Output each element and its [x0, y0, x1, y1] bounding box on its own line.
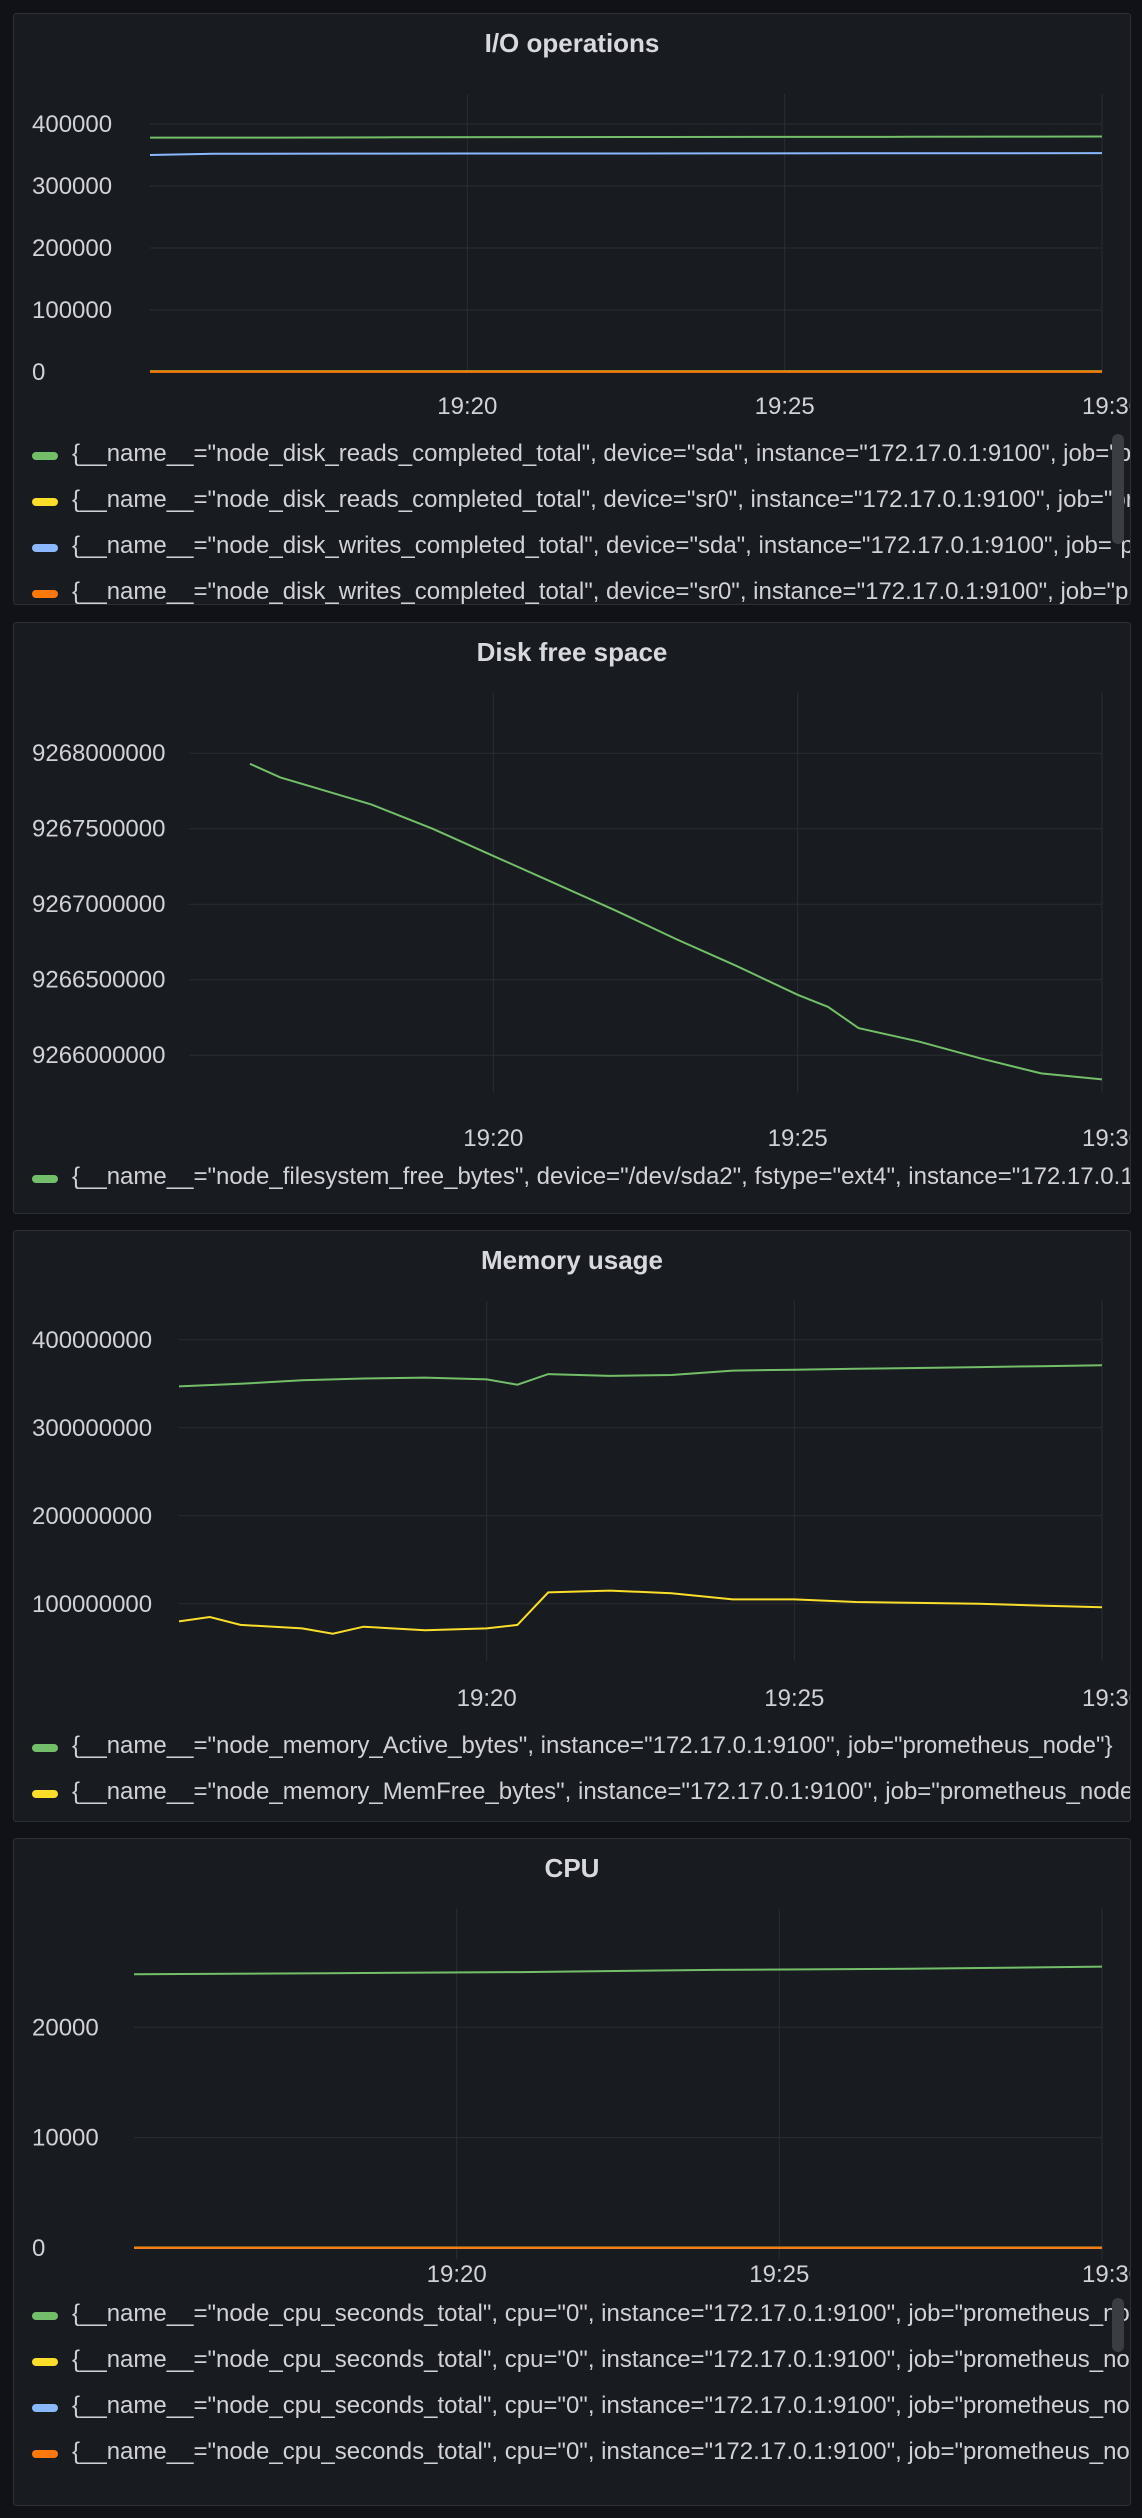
- y-tick-label: 300000: [32, 173, 112, 200]
- x-tick-label: 19:30: [1082, 1685, 1131, 1712]
- series-color-swatch: [32, 2358, 58, 2366]
- y-tick-label: 300000000: [32, 1415, 152, 1442]
- panel-memory-usage: Memory usage 100000000 200000000 300000000…: [13, 1230, 1131, 1822]
- x-tick-label: 19:20: [427, 2261, 487, 2288]
- series-color-swatch: [32, 2450, 58, 2458]
- chart-io-operations: 0 100000 200000 300000 400000 19:20 19:25 19:30: [32, 94, 1131, 420]
- panel-title: CPU: [544, 1853, 600, 1883]
- y-tick-label: 100000: [32, 297, 112, 324]
- series-line[interactable]: [150, 135, 1103, 139]
- x-tick-label: 19:25: [768, 1125, 828, 1152]
- y-tick-label: 200000000: [32, 1503, 152, 1530]
- legend-label: {__name__="node_cpu_seconds_total", cpu=…: [72, 2392, 1130, 2419]
- panel-title: I/O operations: [484, 28, 660, 58]
- chart-cpu: 0 10000 20000 19:20 19:25 19:30: [32, 1909, 1131, 2288]
- series-color-swatch: [32, 1790, 58, 1798]
- x-tick-label: 19:20: [457, 1685, 517, 1712]
- legend-label: {__name__="node_disk_reads_completed_tot…: [72, 440, 1130, 467]
- x-tick-label: 19:30: [1082, 393, 1131, 420]
- panel-title: Memory usage: [480, 1245, 664, 1275]
- x-tick-label: 19:25: [755, 393, 815, 420]
- y-tick-label: 200000: [32, 235, 112, 262]
- legend-label: {__name__="node_memory_Active_bytes", in…: [72, 1732, 1113, 1759]
- y-tick-label: 20000: [32, 2014, 99, 2041]
- legend-label: {__name__="node_disk_writes_completed_to…: [72, 578, 1130, 605]
- panel-title: Disk free space: [476, 637, 668, 667]
- y-tick-label: 9266000000: [32, 1042, 165, 1069]
- y-tick-label: 0: [32, 359, 45, 386]
- y-tick-label: 400000: [32, 111, 112, 138]
- y-tick-label: 0: [32, 2235, 45, 2262]
- y-tick-label: 10000: [32, 2125, 99, 2152]
- legend-label: {__name__="node_filesystem_free_bytes", …: [72, 1163, 1130, 1190]
- legend-label: {__name__="node_cpu_seconds_total", cpu=…: [72, 2438, 1130, 2465]
- legend-label: {__name__="node_disk_reads_completed_tot…: [72, 486, 1130, 513]
- legend: {__name__="node_memory_Active_bytes", in…: [14, 1722, 1130, 1821]
- series-color-swatch: [32, 2404, 58, 2412]
- series-color-swatch: [32, 498, 58, 506]
- series-color-swatch: [32, 590, 58, 598]
- y-tick-label: 9267500000: [32, 816, 165, 843]
- chart-memory-usage: 100000000 200000000 300000000 400000000 19:2…: [32, 1301, 1131, 1712]
- y-tick-label: 9268000000: [32, 740, 165, 767]
- legend: {__name__="node_filesystem_free_bytes", …: [14, 1153, 1130, 1213]
- y-tick-label: 9267000000: [32, 891, 165, 918]
- series-line[interactable]: [133, 1965, 1103, 1976]
- series-line[interactable]: [249, 762, 1103, 1081]
- series-line[interactable]: [178, 1589, 1103, 1635]
- series-color-swatch: [32, 1744, 58, 1752]
- x-tick-label: 19:25: [749, 2261, 809, 2288]
- legend: {__name__="node_disk_reads_completed_tot…: [14, 426, 1130, 605]
- legend: {__name__="node_cpu_seconds_total", cpu=…: [14, 2290, 1130, 2505]
- chart-disk-free-space: 9266000000 9266500000 9267000000 9267500000…: [32, 693, 1131, 1152]
- x-tick-label: 19:20: [437, 393, 497, 420]
- series-color-swatch: [32, 452, 58, 460]
- legend-scrollbar[interactable]: [1112, 2298, 1124, 2352]
- series-color-swatch: [32, 1175, 58, 1183]
- y-tick-label: 400000000: [32, 1327, 152, 1354]
- series-color-swatch: [32, 2312, 58, 2320]
- y-tick-label: 100000000: [32, 1591, 152, 1618]
- series-line[interactable]: [178, 1364, 1103, 1388]
- x-tick-label: 19:20: [463, 1125, 523, 1152]
- legend-scrollbar[interactable]: [1112, 434, 1124, 544]
- x-tick-label: 19:25: [764, 1685, 824, 1712]
- x-tick-label: 19:30: [1082, 1125, 1131, 1152]
- panel-disk-free-space: Disk free space 9266000000 9266500000 9267…: [13, 622, 1131, 1214]
- series-color-swatch: [32, 544, 58, 552]
- panel-io-operations: I/O operations 0 100000 200000 300000 400000…: [13, 13, 1131, 605]
- y-tick-label: 9266500000: [32, 967, 165, 994]
- x-tick-label: 19:30: [1082, 2261, 1131, 2288]
- panel-cpu: CPU 0 10000 20000 19:20 19:25 19:30 {__name__…: [13, 1838, 1131, 2506]
- legend-label: {__name__="node_cpu_seconds_total", cpu=…: [72, 2300, 1130, 2327]
- legend-label: {__name__="node_cpu_seconds_total", cpu=…: [72, 2346, 1130, 2373]
- legend-label: {__name__="node_disk_writes_completed_to…: [72, 532, 1130, 559]
- series-line[interactable]: [149, 152, 1103, 156]
- legend-label: {__name__="node_memory_MemFree_bytes", i…: [72, 1778, 1130, 1805]
